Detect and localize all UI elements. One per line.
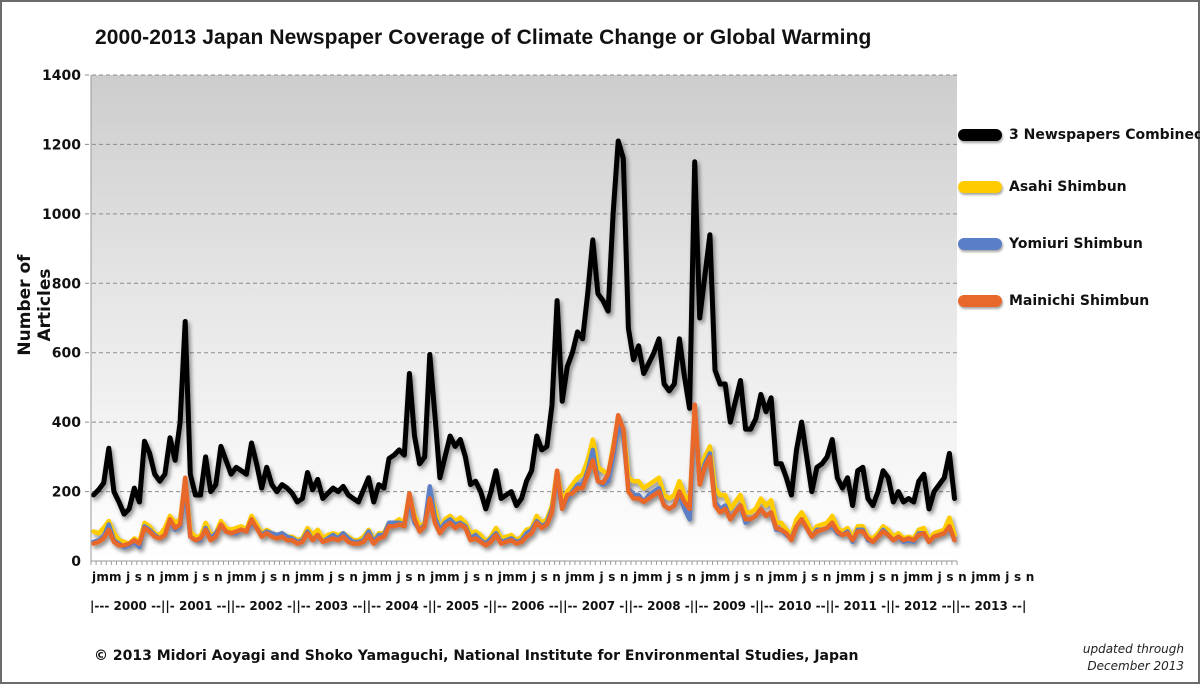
legend-swatch-combined <box>958 129 1002 141</box>
updated-line-1: updated through <box>1082 642 1184 656</box>
copyright-note: © 2013 Midori Aoyagi and Shoko Yamaguchi… <box>94 648 859 664</box>
y-tick-label: 800 <box>52 276 81 292</box>
legend-swatch-yomiuri <box>958 238 1002 250</box>
legend-label-asahi: Asahi Shimbun <box>1009 179 1127 195</box>
legend-label-mainichi: Mainichi Shimbun <box>1009 293 1150 309</box>
updated-note: updated through December 2013 <box>1083 641 1184 675</box>
y-tick-label: 400 <box>52 415 81 431</box>
legend-item-yomiuri: Yomiuri Shimbun <box>958 231 1143 257</box>
updated-line-2: December 2013 <box>1087 659 1184 673</box>
legend-item-asahi: Asahi Shimbun <box>958 174 1127 200</box>
legend-swatch-mainichi <box>958 295 1002 307</box>
y-tick-label: 1000 <box>42 207 81 223</box>
legend-item-mainichi: Mainichi Shimbun <box>958 288 1149 314</box>
y-tick-label: 1400 <box>42 68 81 84</box>
y-tick-label: 200 <box>52 485 81 501</box>
y-tick-label: 0 <box>71 554 81 570</box>
legend-label-combined: 3 Newspapers Combined <box>1009 127 1200 143</box>
series-line-mainichi-shimbun <box>91 402 957 548</box>
legend-label-yomiuri: Yomiuri Shimbun <box>1009 236 1143 252</box>
chart-title: 2000-2013 Japan Newspaper Coverage of Cl… <box>95 26 872 49</box>
legend-item-combined: 3 Newspapers Combined <box>958 122 1200 148</box>
x-axis-year-labels: |--- 2000 --||- 2001 --||-- 2002 -||-- 2… <box>90 599 1027 613</box>
legend-swatch-asahi <box>958 181 1002 193</box>
series-line-3-newspapers-combined <box>91 138 957 517</box>
x-axis-month-labels: jmm j s n jmm j s n jmm j s n jmm j s n … <box>92 570 1035 584</box>
y-tick-label: 1200 <box>42 137 81 153</box>
y-tick-label: 600 <box>52 346 81 362</box>
